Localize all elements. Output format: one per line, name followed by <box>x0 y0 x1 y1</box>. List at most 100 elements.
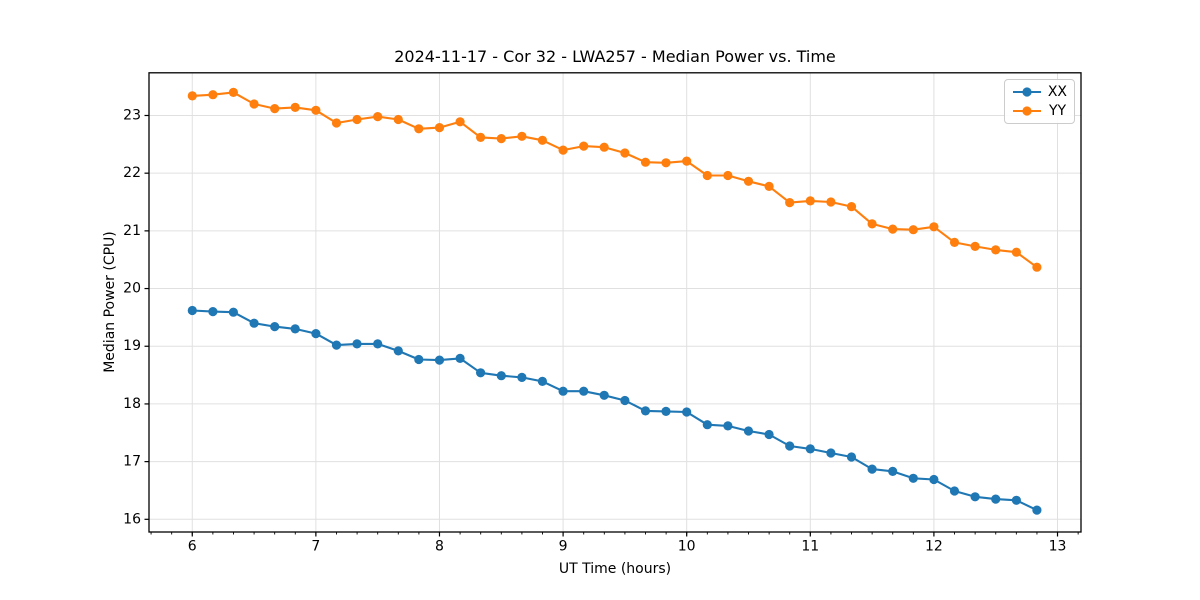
series-YY-point[interactable] <box>640 157 651 167</box>
series-YY-point[interactable] <box>991 245 1001 255</box>
series-YY-point[interactable] <box>434 123 445 133</box>
series-XX-point[interactable] <box>352 339 362 349</box>
legend-item-xx[interactable]: XX <box>1012 85 1067 99</box>
series-YY-point[interactable] <box>558 145 568 155</box>
series-YY-point[interactable] <box>970 241 980 251</box>
series-YY-point[interactable] <box>826 197 836 207</box>
series-YY-point[interactable] <box>228 87 238 97</box>
series-YY-point[interactable] <box>764 181 774 191</box>
series-YY-point[interactable] <box>393 114 403 125</box>
series-XX-point[interactable] <box>579 386 589 396</box>
legend-line-marker-icon <box>1013 87 1041 97</box>
series-YY-point[interactable] <box>888 224 898 234</box>
series-YY-point[interactable] <box>208 90 218 100</box>
y-tick-label: 17 <box>123 454 141 470</box>
series-XX-point[interactable] <box>476 368 486 378</box>
series-XX-point[interactable] <box>517 372 527 382</box>
series-XX-point[interactable] <box>228 307 238 317</box>
series-XX-point[interactable] <box>908 473 918 483</box>
y-tick-label: 19 <box>123 338 141 354</box>
series-YY-point[interactable] <box>1011 247 1022 257</box>
legend-item-yy[interactable]: YY <box>1012 104 1067 118</box>
series-YY-point[interactable] <box>661 158 671 168</box>
series-YY-point[interactable] <box>929 222 939 232</box>
series-XX-point[interactable] <box>764 429 774 440</box>
y-axis-label: Median Power (CPU) <box>102 231 118 373</box>
legend-label-yy: YY <box>1049 102 1067 119</box>
series-XX-point[interactable] <box>311 329 321 339</box>
series-XX-point[interactable] <box>187 305 197 316</box>
series-YY-point[interactable] <box>517 131 527 141</box>
series-YY-point[interactable] <box>599 142 609 152</box>
series-XX-point[interactable] <box>682 407 692 417</box>
series-YY-point[interactable] <box>867 219 877 229</box>
series-XX-point[interactable] <box>496 371 506 381</box>
series-XX-point[interactable] <box>826 448 836 458</box>
series-XX-point[interactable] <box>846 452 857 462</box>
series-XX-point[interactable] <box>290 324 300 334</box>
series-XX-point[interactable] <box>373 339 383 349</box>
y-tick-label: 20 <box>123 281 141 297</box>
series-YY-point[interactable] <box>249 99 259 109</box>
series-YY-point[interactable] <box>496 134 506 144</box>
series-XX-point[interactable] <box>929 474 939 485</box>
series-YY-point[interactable] <box>579 141 589 151</box>
series-YY-point[interactable] <box>682 156 692 166</box>
series-YY-point[interactable] <box>1032 262 1042 272</box>
legend: XX YY <box>1004 79 1075 124</box>
series-YY-point[interactable] <box>455 117 465 127</box>
series-XX-point[interactable] <box>785 441 795 451</box>
series-YY-point[interactable] <box>805 196 815 206</box>
series-XX-point[interactable] <box>414 354 424 365</box>
series-XX-point[interactable] <box>867 464 877 474</box>
series-YY-point[interactable] <box>702 170 712 181</box>
series-XX-point[interactable] <box>558 386 568 396</box>
series-YY-point[interactable] <box>620 148 630 158</box>
series-XX-point[interactable] <box>640 406 651 416</box>
series-XX-point[interactable] <box>805 444 815 454</box>
series-YY-point[interactable] <box>373 112 383 122</box>
series-XX-point[interactable] <box>970 492 980 502</box>
series-XX-point[interactable] <box>702 420 712 430</box>
series-XX-point[interactable] <box>455 353 465 363</box>
series-XX-point[interactable] <box>888 466 898 476</box>
series-XX-point[interactable] <box>208 307 218 317</box>
y-tick-label: 16 <box>123 511 141 527</box>
y-tick-label: 18 <box>123 396 141 412</box>
series-YY-point[interactable] <box>537 135 548 145</box>
series-XX-point[interactable] <box>991 494 1001 504</box>
series-YY-line <box>191 91 1038 269</box>
series-XX-point[interactable] <box>1011 495 1022 505</box>
series-YY-point[interactable] <box>311 105 321 115</box>
series-YY-point[interactable] <box>785 198 795 208</box>
series-YY-point[interactable] <box>290 102 300 112</box>
series-YY-point[interactable] <box>723 170 733 181</box>
series-YY-point[interactable] <box>270 104 280 114</box>
series-XX-point[interactable] <box>743 426 754 436</box>
series-XX-point[interactable] <box>331 340 342 350</box>
series-XX-point[interactable] <box>599 390 609 400</box>
legend-line-marker-icon <box>1013 106 1041 116</box>
series-YY-point[interactable] <box>908 225 918 235</box>
series-YY-point[interactable] <box>743 176 754 186</box>
series-XX-point[interactable] <box>620 395 630 406</box>
series-XX-point[interactable] <box>949 486 960 496</box>
series-XX-point[interactable] <box>249 318 259 328</box>
series-XX-point[interactable] <box>434 355 445 365</box>
series-XX-point[interactable] <box>723 421 733 431</box>
series-XX-point[interactable] <box>393 346 403 356</box>
series-YY-point[interactable] <box>187 91 197 101</box>
series-YY-point[interactable] <box>949 237 960 247</box>
series-XX-point[interactable] <box>270 322 280 332</box>
series-YY-point[interactable] <box>352 114 362 125</box>
series-XX-point[interactable] <box>1032 505 1042 515</box>
x-tick-label: 7 <box>311 539 320 555</box>
series-XX-point[interactable] <box>661 406 671 416</box>
series-YY-point[interactable] <box>476 132 486 142</box>
series-YY-point[interactable] <box>414 124 424 134</box>
series-YY-point[interactable] <box>331 118 342 128</box>
series-YY-point[interactable] <box>846 202 857 212</box>
series-XX-point[interactable] <box>537 376 548 386</box>
